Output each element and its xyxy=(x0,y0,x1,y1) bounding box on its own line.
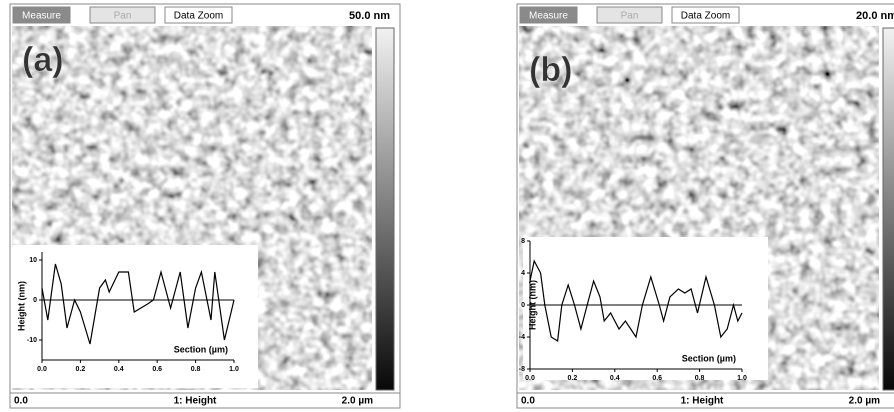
toolbar-button[interactable] xyxy=(519,6,578,24)
x-tick-label: 0.0 xyxy=(525,375,535,382)
panel: Measure Pan Data Zoom 50.0 nm (a) 0.0 1: Heigh… xyxy=(9,3,401,409)
toolbar-button-label[interactable]: Data Zoom xyxy=(681,11,730,22)
toolbar-button[interactable] xyxy=(671,6,740,24)
x-axis-label: Section (µm) xyxy=(174,344,228,354)
y-axis-label: Height (nm) xyxy=(527,280,537,330)
toolbar-button[interactable] xyxy=(596,6,663,24)
scale-max: 20.0 nm xyxy=(856,10,894,22)
inset-background xyxy=(523,237,768,380)
height-profile xyxy=(41,263,235,345)
footer-center: 1: Height xyxy=(174,396,217,407)
y-tick-label: 0 xyxy=(33,297,37,304)
y-tick-label: -4 xyxy=(519,334,525,341)
x-tick-label: 0.0 xyxy=(37,366,47,373)
toolbar-button[interactable] xyxy=(12,6,71,24)
footer-left: 0.0 xyxy=(14,396,28,407)
y-tick-label: 0 xyxy=(521,302,525,309)
scale-max: 50.0 nm xyxy=(349,10,390,22)
toolbar-button-label[interactable]: Measure xyxy=(529,11,568,22)
y-tick-label: 10 xyxy=(29,257,37,264)
y-axis-label: Height (nm) xyxy=(16,281,26,331)
panel: Measure Pan Data Zoom 20.0 nm (b) 0.0 1: Heigh… xyxy=(516,3,894,409)
panel-label: (b) xyxy=(529,51,572,89)
x-tick-label: 0.4 xyxy=(114,366,124,373)
color-bar xyxy=(375,27,395,391)
x-tick-label: 0.2 xyxy=(568,375,578,382)
toolbar-button-label[interactable]: Measure xyxy=(22,11,61,22)
x-axis-label: Section (µm) xyxy=(682,353,736,363)
toolbar-button[interactable] xyxy=(164,6,233,24)
x-tick-label: 0.2 xyxy=(76,366,86,373)
footer-center: 1: Height xyxy=(681,396,724,407)
height-profile xyxy=(529,259,743,343)
x-tick-label: 1.0 xyxy=(229,366,239,373)
footer-left: 0.0 xyxy=(521,396,535,407)
y-tick-label: -10 xyxy=(27,337,37,344)
y-tick-label: -8 xyxy=(519,366,525,373)
toolbar-button[interactable] xyxy=(89,6,156,24)
color-bar xyxy=(882,27,894,391)
toolbar-button-label[interactable]: Data Zoom xyxy=(174,11,223,22)
x-tick-label: 0.8 xyxy=(695,375,705,382)
toolbar-button-label[interactable]: Pan xyxy=(621,11,639,22)
toolbar-button-label[interactable]: Pan xyxy=(114,11,132,22)
x-tick-label: 0.8 xyxy=(191,366,201,373)
footer-right: 2.0 µm xyxy=(849,396,880,407)
footer-right: 2.0 µm xyxy=(342,396,373,407)
y-tick-label: 4 xyxy=(521,270,525,277)
x-tick-label: 0.6 xyxy=(152,366,162,373)
y-tick-label: 8 xyxy=(521,238,525,245)
x-tick-label: 0.4 xyxy=(610,375,620,382)
x-tick-label: 1.0 xyxy=(737,375,747,382)
panel-label: (a) xyxy=(22,41,64,79)
inset-background xyxy=(12,245,258,388)
x-tick-label: 0.6 xyxy=(652,375,662,382)
